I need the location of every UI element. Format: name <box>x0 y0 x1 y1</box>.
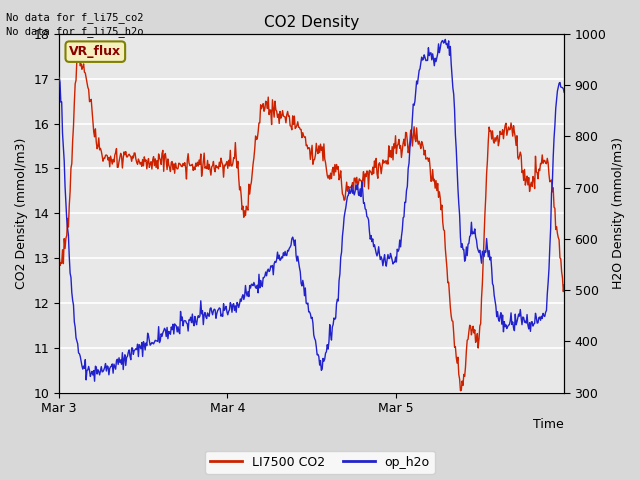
X-axis label: Time: Time <box>533 418 564 431</box>
Y-axis label: H2O Density (mmol/m3): H2O Density (mmol/m3) <box>612 137 625 289</box>
Text: VR_flux: VR_flux <box>69 45 122 58</box>
Text: No data for f_li75_h2o: No data for f_li75_h2o <box>6 26 144 37</box>
Text: No data for f_li75_co2: No data for f_li75_co2 <box>6 12 144 23</box>
Legend: LI7500 CO2, op_h2o: LI7500 CO2, op_h2o <box>205 451 435 474</box>
Title: CO2 Density: CO2 Density <box>264 15 359 30</box>
Y-axis label: CO2 Density (mmol/m3): CO2 Density (mmol/m3) <box>15 138 28 289</box>
